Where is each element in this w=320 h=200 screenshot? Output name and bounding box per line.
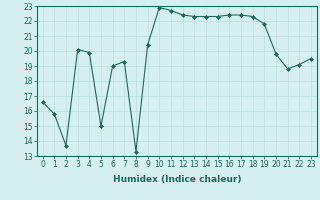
X-axis label: Humidex (Indice chaleur): Humidex (Indice chaleur) (113, 175, 241, 184)
